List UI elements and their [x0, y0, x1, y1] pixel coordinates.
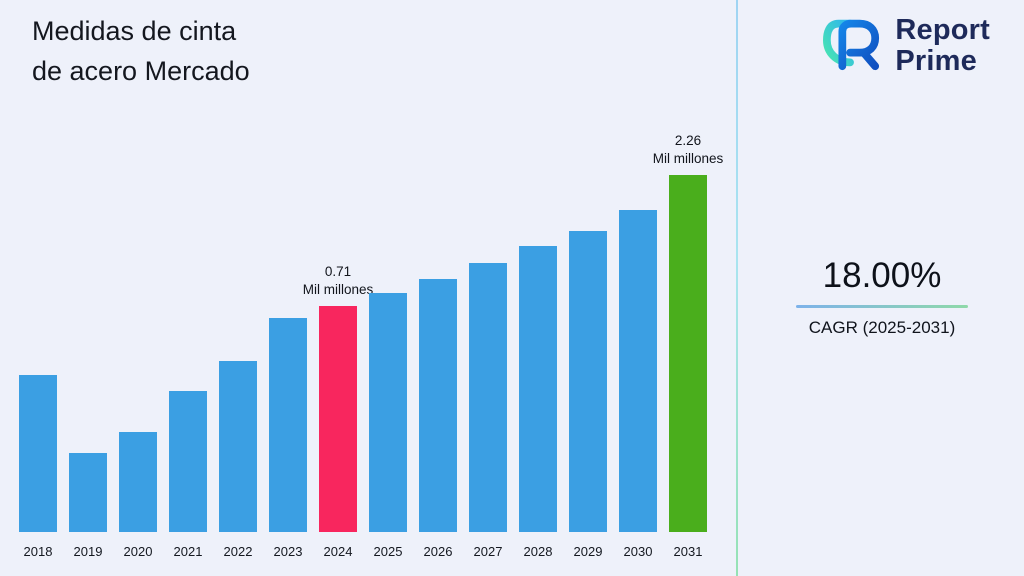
year-label-2027: 2027 — [473, 544, 503, 559]
bar-column: 2.26 Mil millones 2031 — [653, 132, 724, 559]
logo-text-line1: Report — [895, 13, 990, 46]
bar-column: 2029 — [569, 231, 607, 559]
bar-column: 2025 — [369, 293, 407, 559]
bar-2024 — [319, 306, 357, 532]
logo-text: Report Prime — [895, 15, 990, 76]
bar-2027 — [469, 263, 507, 532]
cagr-underline — [796, 305, 968, 308]
report-prime-logo: Report Prime — [821, 14, 990, 77]
page-title-line2: de acero Mercado — [32, 55, 250, 86]
page-title-line1: Medidas de cinta — [32, 16, 237, 46]
bar-column: 2026 — [419, 279, 457, 559]
bar-2030 — [619, 210, 657, 532]
year-label-2018: 2018 — [23, 544, 53, 559]
bar-2025 — [369, 293, 407, 532]
bar-2026 — [419, 279, 457, 532]
bar-2021 — [169, 391, 207, 532]
bar-2018 — [19, 375, 57, 532]
bar-column: 2022 — [219, 361, 257, 559]
vertical-divider — [736, 0, 738, 576]
bar-column: 2018 — [19, 375, 57, 559]
bar-chart: 2018 2019 2020 2021 2022 2023 0.71 Mil millones… — [19, 79, 724, 559]
bar-2028 — [519, 246, 557, 532]
year-label-2031: 2031 — [673, 544, 703, 559]
bar-column: 0.71 Mil millones 2024 — [303, 263, 374, 559]
bar-2023 — [269, 318, 307, 532]
bar-annotation-2031: 2.26 Mil millones — [652, 132, 724, 166]
year-label-2025: 2025 — [373, 544, 403, 559]
bar-column: 2020 — [119, 432, 157, 559]
page-title: Medidas de cinta de acero Mercado — [32, 12, 250, 92]
bar-2029 — [569, 231, 607, 532]
year-label-2021: 2021 — [173, 544, 203, 559]
bar-2020 — [119, 432, 157, 532]
bar-annotation-2024: 0.71 Mil millones — [302, 263, 374, 297]
bar-2022 — [219, 361, 257, 532]
year-label-2022: 2022 — [223, 544, 253, 559]
year-label-2023: 2023 — [273, 544, 303, 559]
report-prime-logo-icon — [821, 14, 883, 77]
bar-2019 — [69, 453, 107, 532]
bar-column: 2021 — [169, 391, 207, 559]
year-label-2030: 2030 — [623, 544, 653, 559]
bar-column: 2030 — [619, 210, 657, 559]
bar-column: 2019 — [69, 453, 107, 559]
year-label-2028: 2028 — [523, 544, 553, 559]
bar-column: 2028 — [519, 246, 557, 559]
year-label-2020: 2020 — [123, 544, 153, 559]
year-label-2029: 2029 — [573, 544, 603, 559]
bar-2031 — [669, 175, 707, 532]
bar-column: 2027 — [469, 263, 507, 559]
year-label-2019: 2019 — [73, 544, 103, 559]
logo-text-line2: Prime — [895, 44, 977, 77]
cagr-section: 18.00% CAGR (2025-2031) — [792, 256, 972, 338]
year-label-2026: 2026 — [423, 544, 453, 559]
cagr-value: 18.00% — [822, 256, 942, 295]
cagr-label: CAGR (2025-2031) — [808, 318, 956, 337]
bar-column: 2023 — [269, 318, 307, 559]
year-label-2024: 2024 — [323, 544, 353, 559]
